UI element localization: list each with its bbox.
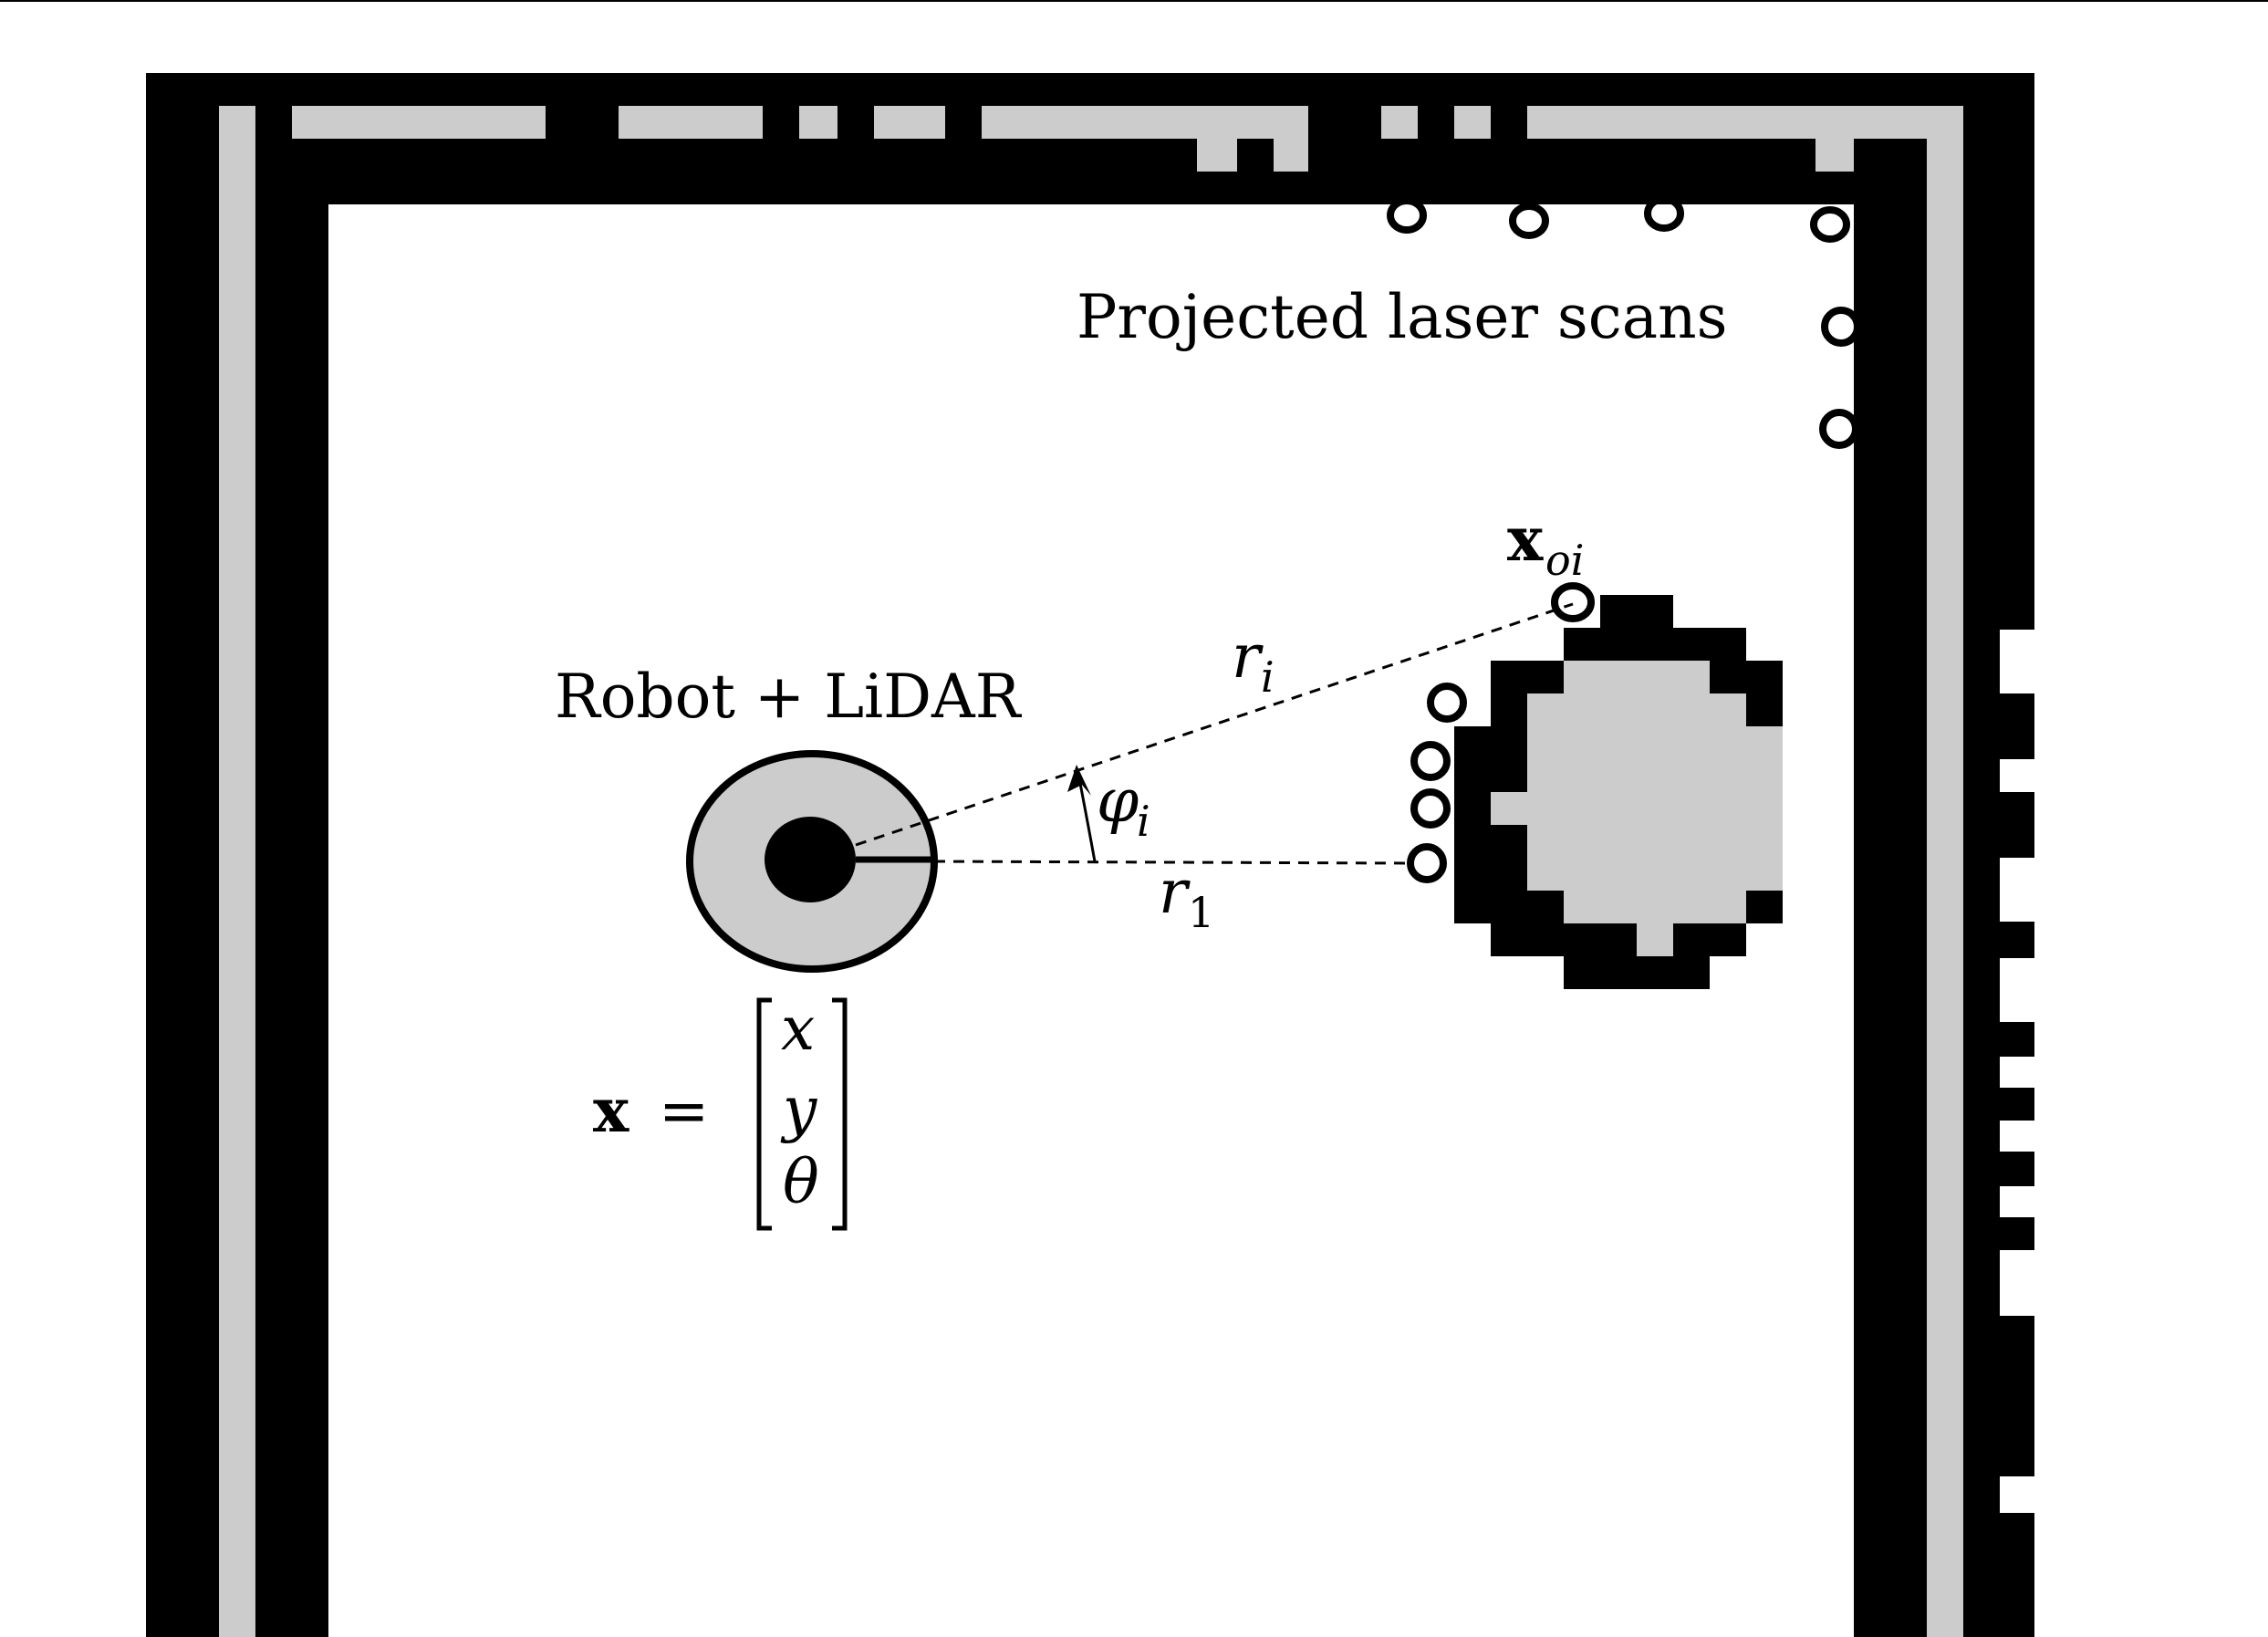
scan-point bbox=[1387, 197, 1427, 234]
scan-point bbox=[1644, 195, 1684, 232]
range-1-base: r bbox=[1159, 857, 1191, 927]
scan-point bbox=[1427, 683, 1467, 723]
scan-point bbox=[1410, 741, 1451, 781]
ray-1 bbox=[933, 860, 1411, 865]
state-theta: θ bbox=[783, 1147, 819, 1217]
range-i-sub: i bbox=[1261, 652, 1274, 702]
state-lhs: x bbox=[593, 1075, 629, 1146]
scan-point bbox=[1509, 203, 1549, 239]
scan-point bbox=[1551, 582, 1595, 622]
point-label-base: x bbox=[1507, 504, 1544, 575]
top-wall-cells bbox=[255, 106, 1890, 172]
point-label: x oi bbox=[1507, 504, 1584, 585]
state-equals: = bbox=[659, 1076, 709, 1146]
state-x: x bbox=[781, 994, 815, 1064]
angle-arrowhead bbox=[1067, 765, 1091, 796]
obstacle bbox=[1454, 595, 1783, 989]
left-bracket bbox=[756, 997, 772, 1231]
right-wall-notches bbox=[2000, 630, 2034, 1513]
scan-point bbox=[1819, 409, 1859, 449]
obstacle-interior bbox=[1491, 661, 1783, 956]
range-1-sub: 1 bbox=[1188, 888, 1214, 937]
scan-point bbox=[1407, 843, 1447, 883]
scan-point bbox=[1410, 788, 1451, 829]
angle-sub: i bbox=[1137, 797, 1150, 846]
point-label-sub: oi bbox=[1545, 536, 1584, 585]
scans-label: Projected laser scans bbox=[1077, 282, 1727, 352]
right-bracket bbox=[832, 997, 848, 1231]
laser-scan-points bbox=[1387, 195, 1861, 883]
range-i-base: r bbox=[1232, 621, 1264, 692]
angle-label: φ i bbox=[1097, 766, 1150, 846]
robot-label: Robot + LiDAR bbox=[555, 662, 1023, 732]
range-1-label: r 1 bbox=[1159, 857, 1214, 937]
scan-point bbox=[1821, 307, 1861, 347]
scan-point bbox=[1810, 206, 1850, 243]
state-y: y bbox=[780, 1074, 817, 1144]
laser-rays bbox=[855, 602, 1574, 865]
top-wall-grey-cells bbox=[1197, 106, 1854, 172]
lidar-sensor bbox=[765, 817, 856, 902]
robot bbox=[686, 750, 938, 973]
range-i-label: r i bbox=[1232, 621, 1274, 702]
state-vector: x = x y θ bbox=[593, 994, 848, 1231]
angle-base: φ bbox=[1097, 766, 1139, 836]
